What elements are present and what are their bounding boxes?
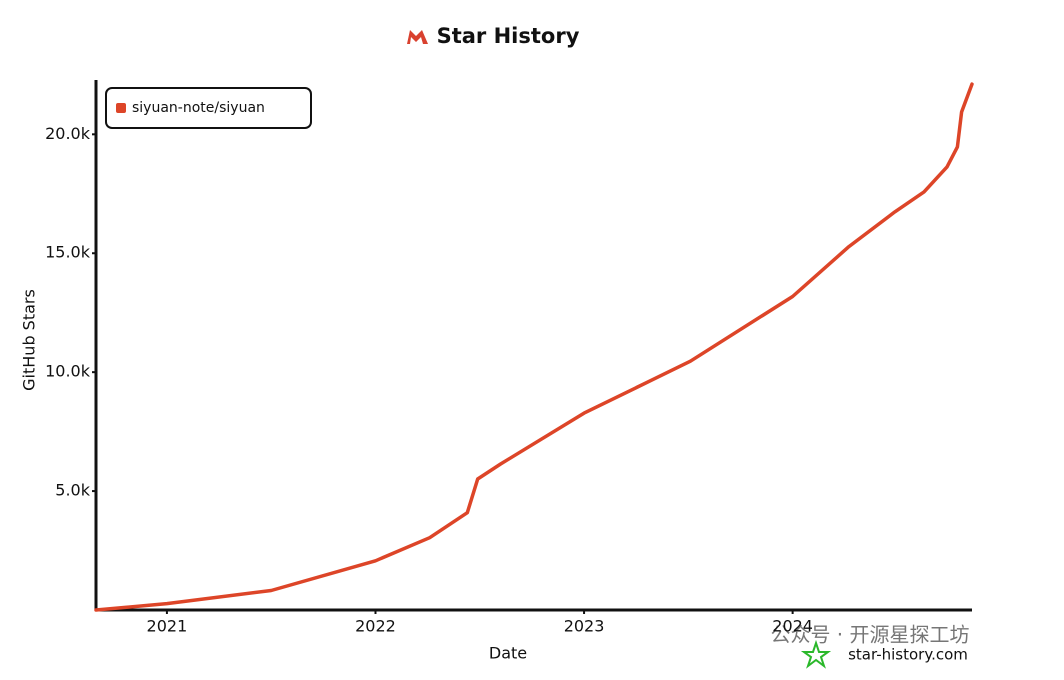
x-tick-label: 2022 bbox=[355, 617, 396, 636]
logo bbox=[407, 30, 428, 44]
y-tick-label: 20.0k bbox=[45, 124, 91, 143]
y-tick-label: 15.0k bbox=[45, 243, 91, 262]
legend-swatch bbox=[116, 103, 126, 113]
line bbox=[94, 82, 974, 612]
legend-label: siyuan-note/siyuan bbox=[132, 100, 265, 116]
overlay-text: 公众号 · 开源星探工坊 bbox=[770, 623, 969, 647]
legend-box bbox=[105, 87, 312, 129]
watermark: star-history.com bbox=[848, 646, 968, 664]
x-tick-label: 2024 bbox=[772, 617, 813, 636]
x-tick-label: 2023 bbox=[564, 617, 605, 636]
y-axis-label: GitHub Stars bbox=[20, 289, 39, 391]
watermark-icon bbox=[800, 639, 832, 669]
x-tick-label: 2021 bbox=[147, 617, 188, 636]
y-tick-label: 10.0k bbox=[45, 362, 91, 381]
x-axis-label: Date bbox=[489, 644, 527, 663]
y-tick-label: 5.0k bbox=[55, 481, 90, 500]
legend: siyuan-note/siyuan bbox=[105, 87, 312, 129]
chart-title: Star History bbox=[437, 24, 580, 48]
